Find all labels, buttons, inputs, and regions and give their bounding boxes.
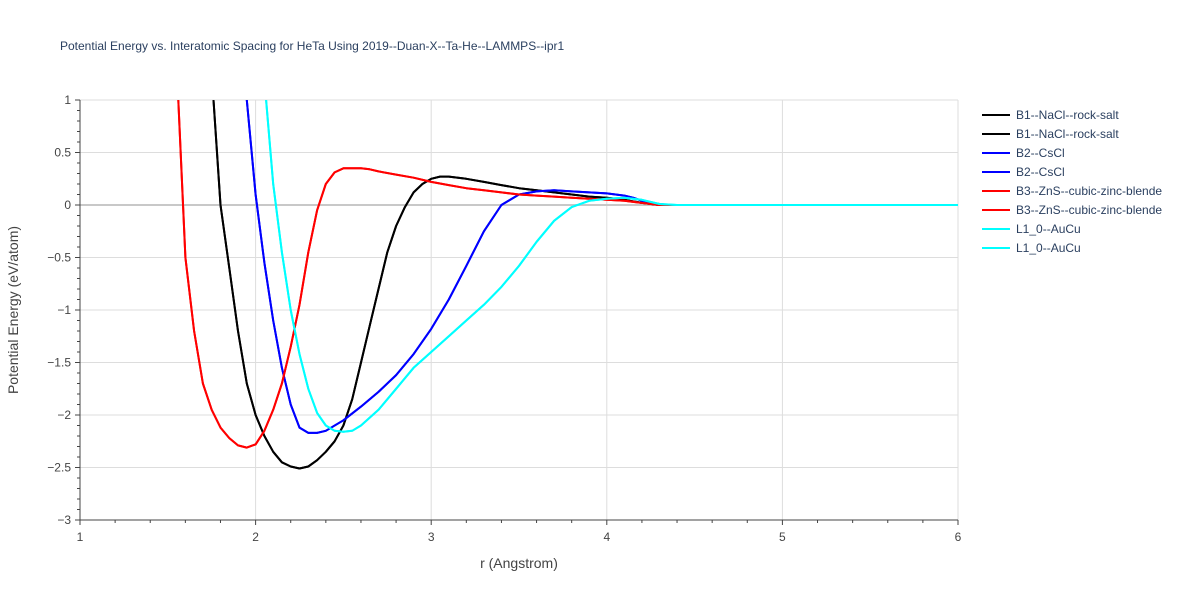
- y-tick-label: −0.5: [47, 251, 71, 265]
- y-tick-label: −2.5: [47, 461, 71, 475]
- legend-item[interactable]: L1_0--AuCu: [982, 222, 1081, 236]
- legend-label: B1--NaCl--rock-salt: [1016, 108, 1119, 122]
- legend-item[interactable]: L1_0--AuCu: [982, 241, 1081, 255]
- series-line-0: [212, 100, 958, 470]
- plot-area: [177, 100, 958, 470]
- legend-item[interactable]: B1--NaCl--rock-salt: [982, 108, 1119, 122]
- legend-item[interactable]: B3--ZnS--cubic-zinc-blende: [982, 203, 1162, 217]
- y-tick-label: 1: [64, 93, 71, 107]
- legend-label: B1--NaCl--rock-salt: [1016, 127, 1119, 141]
- series-line-6: [265, 100, 958, 433]
- series-line-7: [265, 100, 958, 433]
- series-line-3: [245, 100, 958, 434]
- y-tick-label: 0: [64, 198, 71, 212]
- series-line-5: [177, 100, 958, 449]
- legend-label: L1_0--AuCu: [1016, 222, 1081, 236]
- legend: B1--NaCl--rock-salt B1--NaCl--rock-salt B2…: [982, 108, 1162, 255]
- x-tick-label: 1: [77, 530, 84, 544]
- axes: 1 2 3 4 5 6 −3 −2.5 −2 −1.5 −1 −0.5 0 0.5 1: [47, 93, 961, 544]
- y-tick-label: 0.5: [54, 146, 71, 160]
- x-tick-label: 4: [603, 530, 610, 544]
- legend-item[interactable]: B1--NaCl--rock-salt: [982, 127, 1119, 141]
- grid: [80, 99, 959, 520]
- legend-label: B3--ZnS--cubic-zinc-blende: [1016, 203, 1162, 217]
- y-axis-title: Potential Energy (eV/atom): [5, 226, 21, 394]
- legend-item[interactable]: B3--ZnS--cubic-zinc-blende: [982, 184, 1162, 198]
- x-tick-label: 3: [428, 530, 435, 544]
- legend-label: B2--CsCl: [1016, 165, 1065, 179]
- y-tick-label: −2: [57, 408, 71, 422]
- series-line-1: [212, 100, 958, 470]
- legend-label: B2--CsCl: [1016, 146, 1065, 160]
- x-tick-label: 5: [779, 530, 786, 544]
- legend-item[interactable]: B2--CsCl: [982, 146, 1065, 160]
- y-tick-label: −3: [57, 513, 71, 527]
- y-tick-label: −1.5: [47, 356, 71, 370]
- y-tick-label: −1: [57, 303, 71, 317]
- chart-title: Potential Energy vs. Interatomic Spacing…: [60, 39, 565, 53]
- legend-label: L1_0--AuCu: [1016, 241, 1081, 255]
- legend-item[interactable]: B2--CsCl: [982, 165, 1065, 179]
- legend-label: B3--ZnS--cubic-zinc-blende: [1016, 184, 1162, 198]
- x-tick-label: 6: [955, 530, 962, 544]
- x-axis-title: r (Angstrom): [480, 555, 558, 571]
- series-line-2: [245, 100, 958, 434]
- x-tick-label: 2: [252, 530, 259, 544]
